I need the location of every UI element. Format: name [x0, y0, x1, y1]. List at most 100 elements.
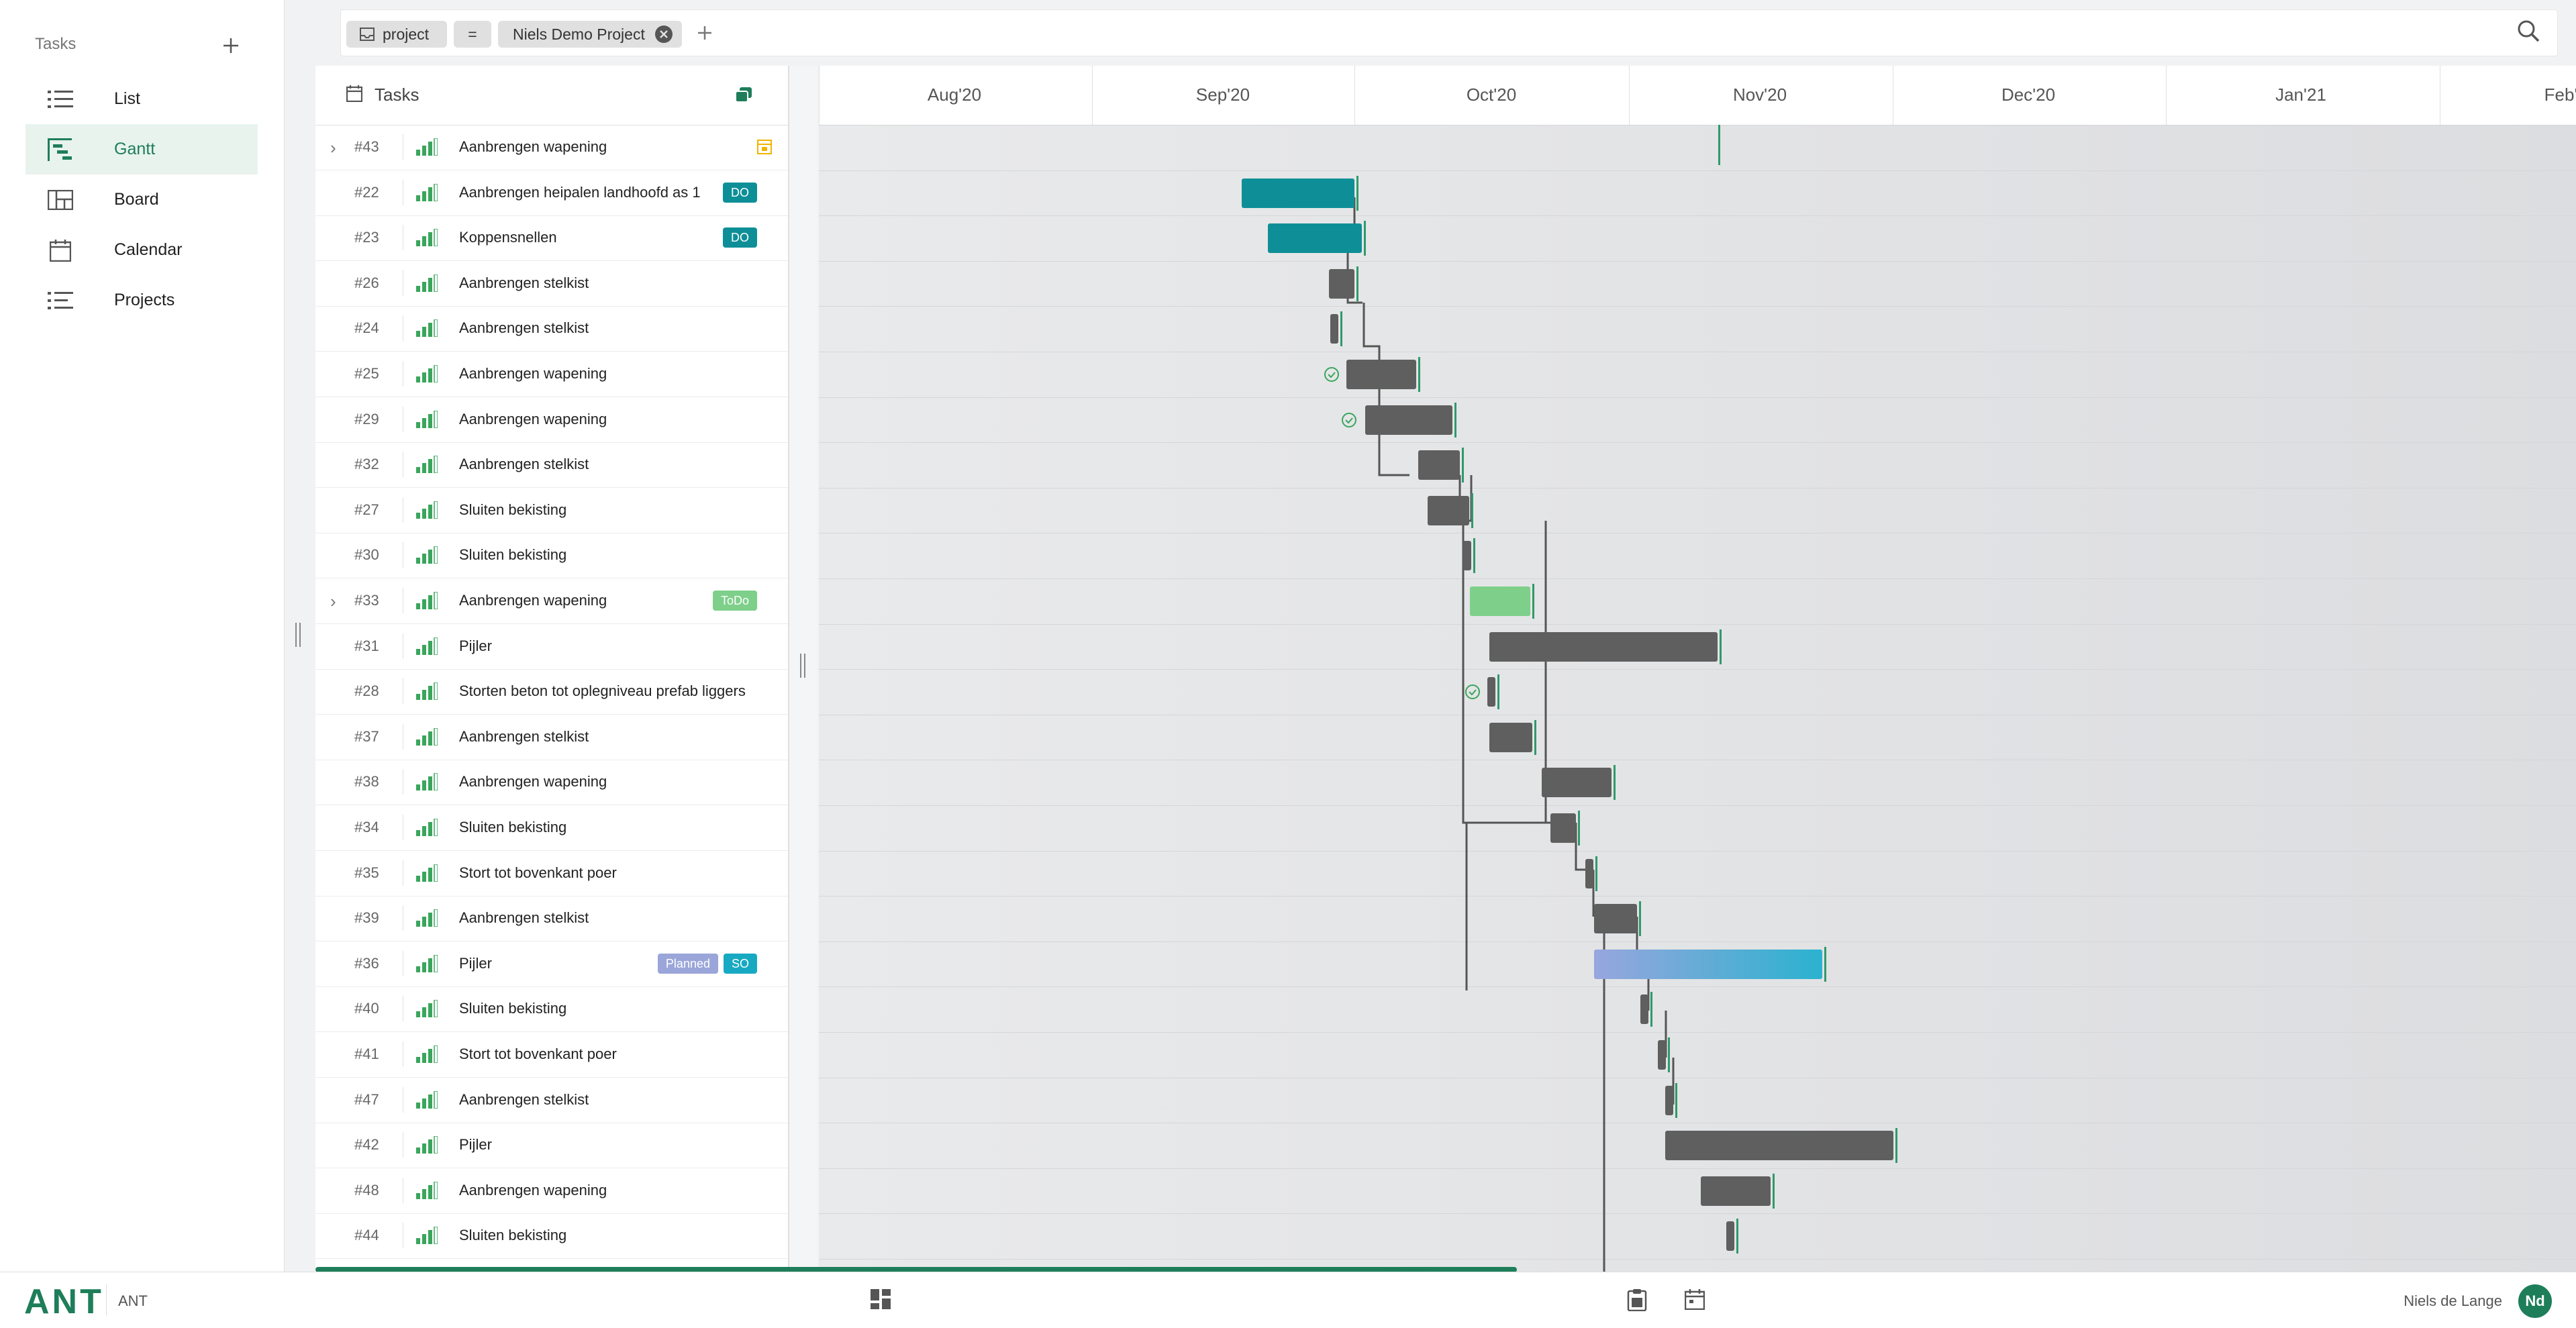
gantt-bar[interactable]	[1542, 765, 1616, 801]
chevron-right-icon[interactable]: ›	[330, 138, 336, 158]
row-gridline	[819, 1168, 2576, 1169]
task-row[interactable]: #25 Aanbrengen wapening	[315, 352, 788, 397]
task-name: Aanbrengen wapening	[459, 365, 607, 382]
task-row[interactable]: #41 Stort tot bovenkant poer	[315, 1032, 788, 1078]
task-name: Pijler	[459, 1136, 492, 1154]
task-number: #30	[354, 546, 379, 564]
task-row[interactable]: #39 Aanbrengen stelkist	[315, 896, 788, 942]
gantt-bar[interactable]	[1594, 901, 1641, 937]
row-gridline	[819, 170, 2576, 171]
task-row[interactable]: #37 Aanbrengen stelkist	[315, 715, 788, 760]
task-row[interactable]: #27 Sluiten bekisting	[315, 488, 788, 533]
gantt-bar[interactable]	[1487, 674, 1499, 710]
gantt-bar[interactable]	[1726, 1219, 1738, 1254]
gantt-bar[interactable]	[1329, 266, 1358, 301]
task-row[interactable]: #28 Storten beton tot oplegniveau prefab …	[315, 669, 788, 715]
gantt-bar[interactable]	[1489, 719, 1536, 755]
gantt-bar[interactable]	[1365, 402, 1456, 438]
chevron-right-icon[interactable]: ›	[330, 591, 336, 611]
gantt-bar[interactable]	[1594, 946, 1826, 982]
gantt-bar[interactable]	[1550, 811, 1580, 846]
gantt-bar[interactable]	[1418, 448, 1464, 483]
task-number: #35	[354, 864, 379, 881]
drag-handle-icon[interactable]	[798, 654, 807, 678]
timeline-body	[819, 125, 2576, 1272]
deadline-tick	[1340, 311, 1342, 347]
gantt-bar[interactable]	[1585, 856, 1597, 891]
filter-value-chip[interactable]: Niels Demo Project	[498, 21, 682, 48]
gantt-bar[interactable]	[1701, 1173, 1775, 1209]
gantt-bar[interactable]	[1346, 357, 1420, 392]
task-row[interactable]: #42 Pijler	[315, 1123, 788, 1169]
sidebar-item-calendar[interactable]: Calendar	[26, 225, 258, 275]
gantt-bar[interactable]	[1489, 629, 1722, 664]
deadline-tick	[1462, 448, 1464, 483]
task-name: Aanbrengen wapening	[459, 138, 607, 155]
calendar-button[interactable]	[1684, 1288, 1709, 1313]
gantt-bar[interactable]	[1470, 584, 1534, 619]
task-row[interactable]: #40 Sluiten bekisting	[315, 986, 788, 1033]
task-row[interactable]: #34 Sluiten bekisting	[315, 805, 788, 851]
task-row[interactable]: #35 Stort tot bovenkant poer	[315, 851, 788, 897]
task-row[interactable]: #48 Aanbrengen wapening	[315, 1168, 788, 1214]
filter-value-label: Niels Demo Project	[513, 25, 645, 43]
priority-icon	[416, 319, 438, 340]
task-name: Stort tot bovenkant poer	[459, 864, 617, 881]
filter-operator-chip[interactable]: =	[454, 21, 491, 48]
priority-icon	[416, 954, 438, 976]
gantt-bar[interactable]	[1242, 175, 1358, 211]
task-number: #27	[354, 501, 379, 518]
task-row[interactable]: #36 Pijler Planned SO	[315, 941, 788, 987]
sidebar-item-gantt[interactable]: Gantt	[26, 124, 258, 174]
search-button[interactable]	[2517, 19, 2544, 46]
deadline-tick	[1471, 493, 1473, 528]
task-row[interactable]: #32 Aanbrengen stelkist	[315, 442, 788, 489]
priority-icon	[416, 636, 438, 658]
task-number: #26	[354, 274, 379, 291]
sidebar-item-label: Gantt	[114, 140, 156, 158]
gantt-bar[interactable]	[1330, 311, 1342, 347]
priority-icon	[416, 909, 438, 930]
gantt-timeline: Aug'20 Sep'20 Oct'20 Nov'20 Dec'20 Jan'2…	[819, 66, 2576, 1272]
gantt-bar[interactable]	[1665, 1128, 1897, 1164]
sidebar-resize-handle[interactable]	[293, 623, 303, 647]
task-row[interactable]: #22 Aanbrengen heipalen landhoofd as 1 DO	[315, 170, 788, 216]
check-circle-icon	[1324, 366, 1340, 386]
task-row[interactable]: #44 Sluiten bekisting	[315, 1213, 788, 1260]
task-row[interactable]: › #33 Aanbrengen wapening ToDo	[315, 578, 788, 624]
panel-splitter[interactable]	[789, 66, 818, 1272]
sidebar-item-board[interactable]: Board	[26, 174, 258, 225]
task-row[interactable]: #31 Pijler	[315, 624, 788, 670]
gantt-bar[interactable]	[1665, 1082, 1677, 1118]
task-row[interactable]: #23 Koppensnellen DO	[315, 215, 788, 262]
add-task-button[interactable]	[216, 31, 246, 60]
task-row[interactable]: #24 Aanbrengen stelkist	[315, 306, 788, 352]
task-row[interactable]: #29 Aanbrengen wapening	[315, 397, 788, 443]
gantt-bar[interactable]	[1658, 1037, 1670, 1072]
horizontal-scrollbar[interactable]	[315, 1267, 1517, 1272]
dashboard-button[interactable]	[870, 1288, 894, 1313]
deadline-tick	[1595, 856, 1597, 891]
task-row[interactable]: #26 Aanbrengen stelkist	[315, 261, 788, 307]
gantt-bar[interactable]	[1463, 538, 1475, 574]
task-row[interactable]: #47 Aanbrengen stelkist	[315, 1078, 788, 1123]
gantt-bar[interactable]	[1640, 992, 1652, 1027]
deadline-tick	[1356, 266, 1358, 301]
copy-tasks-button[interactable]	[734, 86, 753, 107]
close-circle-icon[interactable]	[654, 25, 673, 44]
month-label: Dec'20	[2001, 85, 2056, 105]
sidebar-item-projects[interactable]: Projects	[26, 275, 258, 325]
task-row[interactable]: #38 Aanbrengen wapening	[315, 760, 788, 806]
task-number: #36	[354, 954, 379, 972]
gantt-bar[interactable]	[1428, 493, 1473, 528]
task-row[interactable]: › #43 Aanbrengen wapening	[315, 125, 788, 170]
filter-field-chip[interactable]: project	[346, 21, 447, 48]
sidebar-item-list[interactable]: List	[26, 74, 258, 124]
gantt-bar[interactable]	[1268, 221, 1366, 256]
avatar[interactable]: Nd	[2518, 1284, 2552, 1318]
add-filter-button[interactable]	[697, 19, 713, 46]
clipboard-button[interactable]	[1627, 1288, 1651, 1313]
calendar-icon	[47, 237, 74, 264]
status-badge: DO	[723, 227, 757, 248]
task-row[interactable]: #30 Sluiten bekisting	[315, 533, 788, 579]
